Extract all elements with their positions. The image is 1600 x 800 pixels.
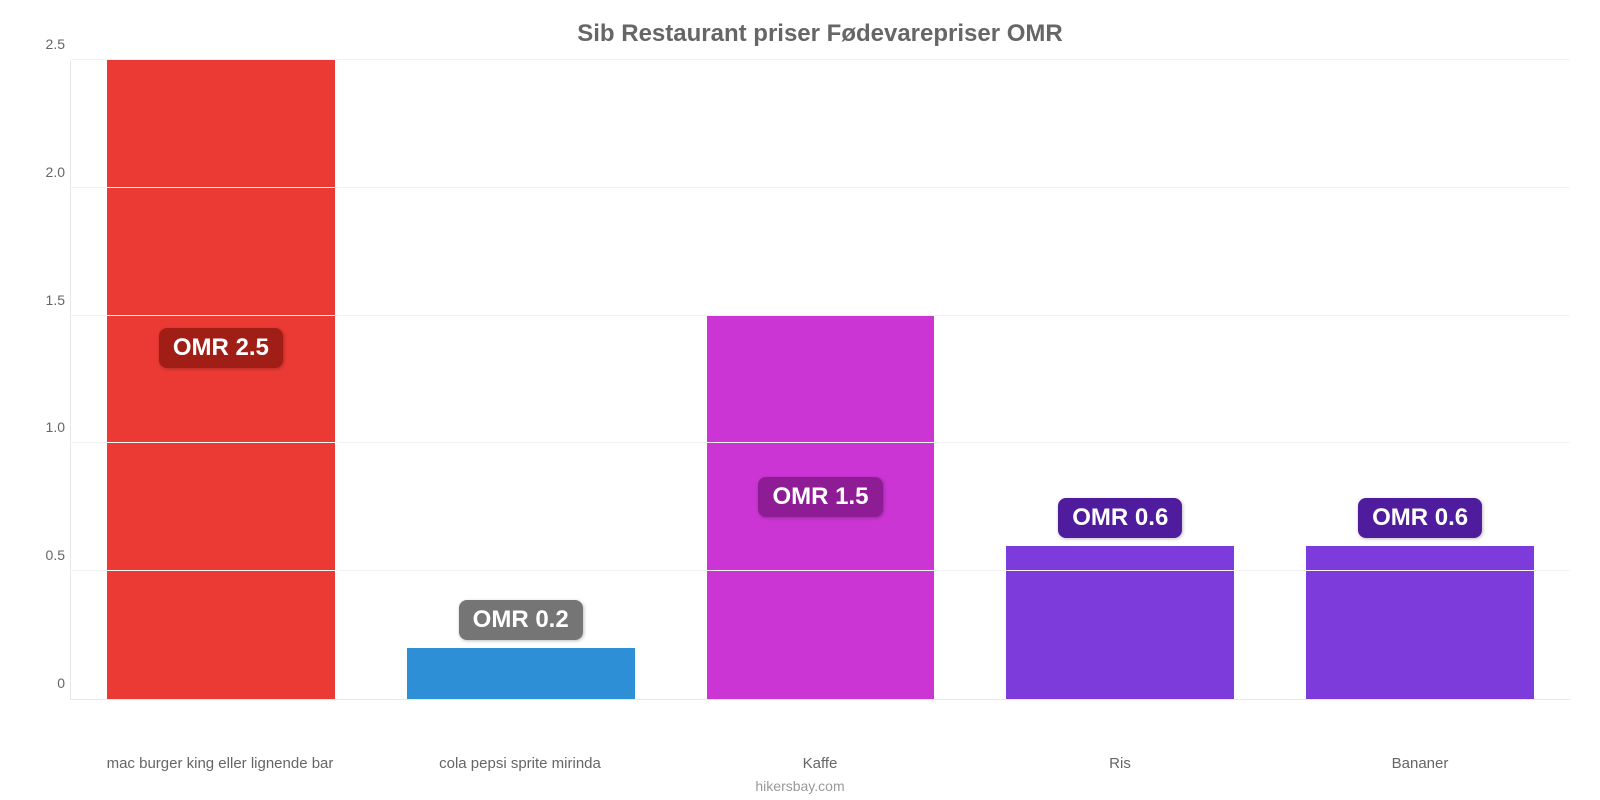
- bar-slot: OMR 0.2: [371, 60, 671, 699]
- gridline: [71, 442, 1570, 443]
- gridline: [71, 59, 1570, 60]
- value-badge: OMR 0.2: [459, 600, 583, 640]
- chart-container: Sib Restaurant priser Fødevarepriser OMR…: [0, 0, 1600, 800]
- value-badge: OMR 2.5: [159, 328, 283, 368]
- value-badge: OMR 0.6: [1358, 498, 1482, 538]
- bar-slot: OMR 0.6: [1270, 60, 1570, 699]
- x-tick-label: Ris: [970, 755, 1270, 772]
- chart-title: Sib Restaurant priser Fødevarepriser OMR: [70, 20, 1570, 48]
- y-tick-label: 1.5: [25, 292, 65, 308]
- gridline: [71, 315, 1570, 316]
- y-tick-label: 2.5: [25, 36, 65, 52]
- plot-area: OMR 2.5OMR 0.2OMR 1.5OMR 0.6OMR 0.6 00.5…: [70, 60, 1570, 700]
- bar-slot: OMR 2.5: [71, 60, 371, 699]
- bar: OMR 0.6: [1306, 546, 1534, 699]
- x-tick-label: Bananer: [1270, 755, 1570, 772]
- x-tick-label: cola pepsi sprite mirinda: [370, 755, 670, 772]
- bar: OMR 2.5: [107, 60, 335, 699]
- value-badge: OMR 0.6: [1058, 498, 1182, 538]
- bar: OMR 1.5: [707, 316, 935, 699]
- gridline: [71, 570, 1570, 571]
- gridline: [71, 187, 1570, 188]
- x-tick-label: mac burger king eller lignende bar: [70, 755, 370, 772]
- bar: OMR 0.6: [1006, 546, 1234, 699]
- value-badge: OMR 1.5: [758, 477, 882, 517]
- y-tick-label: 1.0: [25, 419, 65, 435]
- watermark: hikersbay.com: [0, 778, 1600, 794]
- bar: OMR 0.2: [407, 648, 635, 699]
- x-axis-labels: mac burger king eller lignende barcola p…: [70, 755, 1570, 772]
- y-tick-label: 2.0: [25, 164, 65, 180]
- bars-group: OMR 2.5 OMR 0.2 OMR 1.5 OMR 0.6 OMR 0.6: [71, 60, 1570, 699]
- x-tick-label: Kaffe: [670, 755, 970, 772]
- bar-slot: OMR 1.5: [671, 60, 971, 699]
- y-tick-label: 0: [25, 675, 65, 691]
- y-tick-label: 0.5: [25, 547, 65, 563]
- bar-slot: OMR 0.6: [970, 60, 1270, 699]
